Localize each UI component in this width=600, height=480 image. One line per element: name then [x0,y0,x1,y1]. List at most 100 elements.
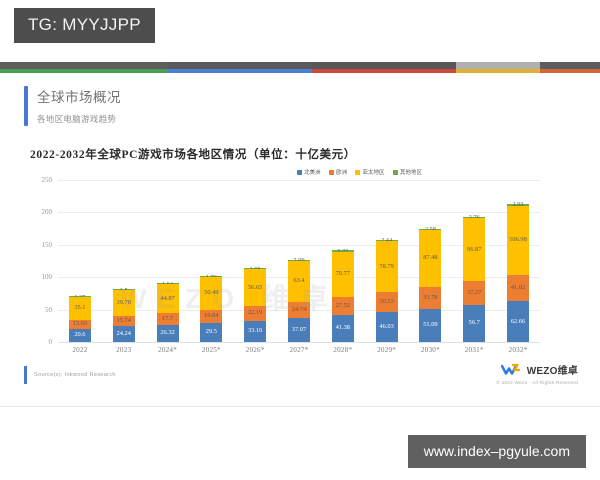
bar-segment: 2.09 [287,257,310,264]
bar-segment: 56.65 [244,269,267,307]
stacked-bar[interactable]: 2.76 96.87 37.27 56.7 [463,214,486,342]
y-axis-tick: 50 [45,305,52,314]
bar-value-label: 70.77 [335,270,350,278]
bar-slot: 1.79 50.49 19.84 29.5 [189,180,233,342]
bar-segment: 44.87 [156,284,179,314]
bar-segment: 63.4 [287,260,310,302]
legend-item-3[interactable]: 其他地区 [392,168,422,176]
bar-value-label: 29.5 [205,328,217,336]
legend-item-2[interactable]: 亚太地区 [355,168,384,176]
bar-value-label: 39.78 [116,299,131,307]
legend-item-1[interactable]: 欧洲 [328,168,347,176]
bar-slot: 2.76 96.87 37.27 56.7 [452,180,496,342]
bar-segment: 56.7 [463,305,486,342]
bar-segment: 41.38 [331,315,354,342]
bar-value-label: 37.27 [467,288,482,296]
bar-value-label: 46.03 [379,322,394,330]
x-axis-tick: 2022 [72,346,88,354]
bar-value-label: 30.53 [379,298,394,306]
bar-value-label: 41.02 [510,283,526,291]
slide-card: 全球市场概况 各地区电脑游戏趋势 2022-2032年全球PC游戏市场各地区情况… [0,62,600,407]
bar-segment: 1.79 [200,274,223,281]
legend-label: 北美洲 [304,170,321,176]
legend-swatch-icon [355,169,361,175]
bar-slot: 2.44 78.79 30.53 46.03 [365,180,409,342]
x-axis-tick: 2032* [508,346,528,354]
y-axis-tick: 150 [41,240,53,249]
bar-segment: 51.09 [419,308,442,342]
bar-value-label: 35.1 [74,304,86,312]
stacked-bar[interactable]: 1.79 50.49 19.84 29.5 [200,274,223,342]
legend-item-0[interactable]: 北美洲 [296,168,321,176]
bar-value-label: 2.76 [469,214,480,221]
bar-segment: 37.27 [463,281,486,306]
bar-value-label: 20.6 [74,331,86,339]
x-axis-tick: 2030* [420,346,440,354]
bar-value-label: 78.79 [379,262,394,270]
bar-value-label: 33.78 [423,293,438,301]
bar-value-label: 41.38 [335,324,350,332]
bar-value-label: 24.24 [116,329,131,337]
stacked-bar[interactable]: 2.22 70.77 27.52 41.38 [331,248,354,342]
grid-line [58,180,540,181]
chart-title: 2022-2032年全球PC游戏市场各地区情况（单位：十亿美元） [30,149,356,161]
bar-value-label: 22.19 [247,309,263,317]
x-axis-labels: 2022 2023 2024* 2025* 2026* 2027* 2028* 2029* 20… [58,346,540,354]
bar-slot: 2.93 106.98 41.02 62.66 [496,180,540,342]
bar-value-label: 1.95 [250,266,261,273]
legend-label: 其他地区 [400,170,422,176]
bar-segment: 19.84 [200,310,223,323]
bar-segment: 29.5 [200,322,223,342]
stacked-bar[interactable]: 2.09 63.4 24.74 37.07 [287,257,310,342]
chart-legend: 北美洲 欧洲 亚太地区 其他地区 [296,168,422,176]
bar-value-label: 62.66 [510,317,526,325]
y-axis-tick: 250 [41,176,53,184]
bar-segment: 96.87 [463,218,486,282]
bar-slot: 2.58 87.48 33.78 51.09 [409,180,453,342]
bar-segment: 2.93 [507,201,530,208]
bar-segment: 1.95 [244,266,267,273]
stacked-bar[interactable]: 2.44 78.79 30.53 46.03 [375,237,398,342]
top-gray-bar [0,62,600,69]
bar-group-container: 1.3735.113.9320.61.539.7815.7424.241.644… [58,180,540,342]
stacked-bar[interactable]: 1.64 44.87 17.7 26.32 [156,281,179,342]
bar-slot: 1.95 56.65 22.19 33.16 [233,180,277,342]
wezo-logo-icon [500,363,523,376]
legend-swatch-icon [296,169,302,175]
grid-line [58,212,540,214]
bar-segment: 24.24 [112,326,135,342]
bar-value-label: 2.09 [293,257,304,264]
top-color-bar [0,69,600,73]
bar-value-label: 106.98 [509,235,527,243]
bar-segment: 50.49 [200,277,223,311]
source-accent-bar [24,366,27,384]
brand-block: WEZO维卓 © 2024 Wezo - All Rights Reserved [496,362,578,386]
stacked-bar[interactable]: 2.58 87.48 33.78 51.09 [419,226,442,342]
bar-segment: 37.07 [287,317,310,342]
y-axis-tick: 100 [41,273,53,282]
x-axis-tick: 2025* [201,346,221,354]
bar-value-label: 1.64 [162,281,173,288]
bar-value-label: 56.7 [468,319,480,327]
section-heading: 全球市场概况 各地区电脑游戏趋势 [24,86,121,126]
bar-value-label: 50.49 [204,289,219,297]
brand-name: WEZO维卓 [526,366,578,377]
x-axis-tick: 2026* [245,346,265,354]
bar-segment: 1.64 [156,281,179,288]
bar-value-label: 87.48 [423,254,438,262]
bar-segment: 2.22 [331,248,354,254]
bar-segment: 35.1 [68,296,91,320]
stacked-bar[interactable]: 1.95 56.65 22.19 33.16 [244,266,267,342]
bar-value-label: 2.44 [381,237,392,244]
bar-slot: 2.09 63.4 24.74 37.07 [277,180,321,342]
bar-segment: 39.78 [112,290,135,317]
bar-segment: 2.44 [375,237,398,244]
stacked-bar[interactable]: 2.93 106.98 41.02 62.66 [507,201,530,342]
x-axis-tick: 2028* [333,346,353,354]
y-axis-tick: 0 [48,338,53,346]
